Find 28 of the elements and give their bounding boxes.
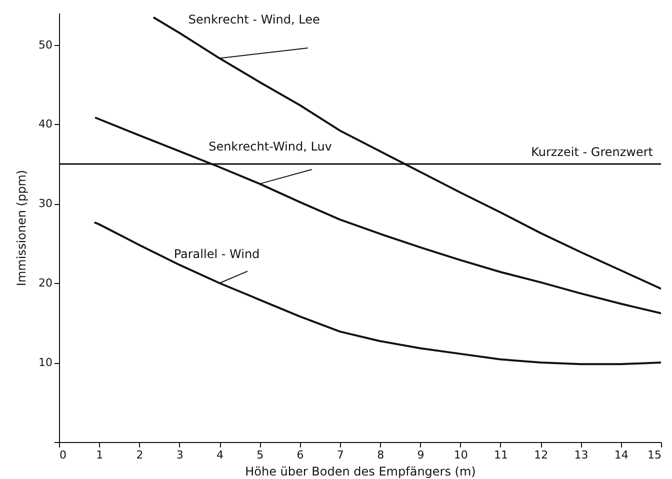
x-tick-label: 2 bbox=[136, 448, 144, 462]
x-tick-label: 9 bbox=[417, 448, 424, 462]
y-axis-title: Immissionen (ppm) bbox=[14, 170, 29, 286]
y-tick-label: 10 bbox=[38, 356, 52, 370]
y-tick-label: 20 bbox=[38, 276, 52, 290]
x-tick-label: 1 bbox=[96, 448, 104, 462]
ref-line-label: Kurzzeit - Grenzwert bbox=[531, 144, 654, 159]
line-series bbox=[94, 222, 661, 366]
x-tick-label: 11 bbox=[494, 448, 508, 462]
x-tick-label: 7 bbox=[336, 448, 344, 462]
x-tick-label: 10 bbox=[454, 448, 468, 462]
x-tick-label: 12 bbox=[534, 448, 548, 462]
y-tick-label: 30 bbox=[38, 197, 52, 210]
x-tick-label: 3 bbox=[176, 448, 184, 462]
series-label: Senkrecht - Wind, Lee bbox=[188, 12, 320, 27]
x-tick-label: 6 bbox=[296, 448, 304, 462]
x-tick-label: 8 bbox=[377, 448, 384, 462]
y-tick-label: 40 bbox=[38, 118, 52, 131]
x-tick-label: 15 bbox=[648, 448, 662, 462]
series-label: Parallel - Wind bbox=[174, 246, 260, 261]
x-tick-label: 0 bbox=[60, 448, 66, 462]
x-tick-label: 5 bbox=[256, 448, 264, 462]
series-label: Senkrecht-Wind, Luv bbox=[208, 140, 332, 154]
x-axis-title: Höhe über Boden des Empfängers (m) bbox=[245, 464, 476, 478]
x-tick-label: 14 bbox=[614, 448, 628, 462]
x-tick-label: 4 bbox=[216, 448, 224, 462]
x-tick-label: 13 bbox=[574, 448, 588, 462]
y-tick-label: 50 bbox=[38, 38, 52, 52]
